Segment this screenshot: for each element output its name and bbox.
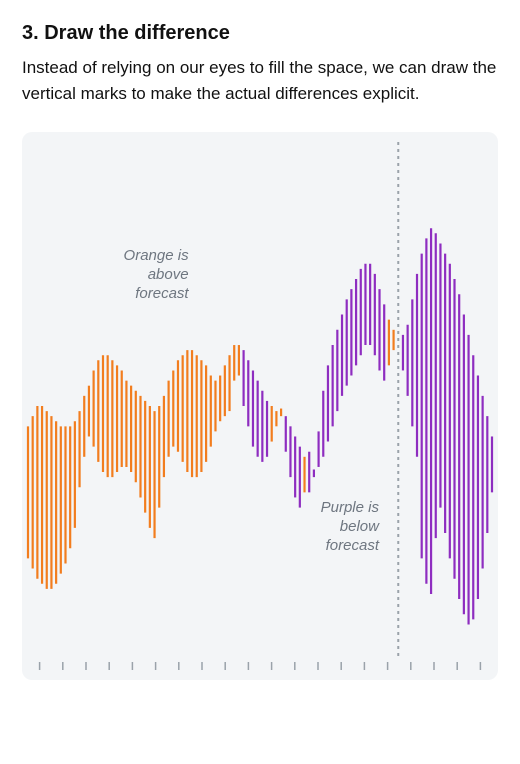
chart-annotation: Orange is above forecast <box>65 247 189 303</box>
chart-svg <box>22 132 498 680</box>
chart-annotation: Purple is below forecast <box>255 499 379 555</box>
section-heading: 3. Draw the difference <box>22 22 498 45</box>
section-body: Instead of relying on our eyes to fill t… <box>22 55 498 106</box>
difference-chart: Orange is above forecast Purple is below … <box>22 132 498 680</box>
